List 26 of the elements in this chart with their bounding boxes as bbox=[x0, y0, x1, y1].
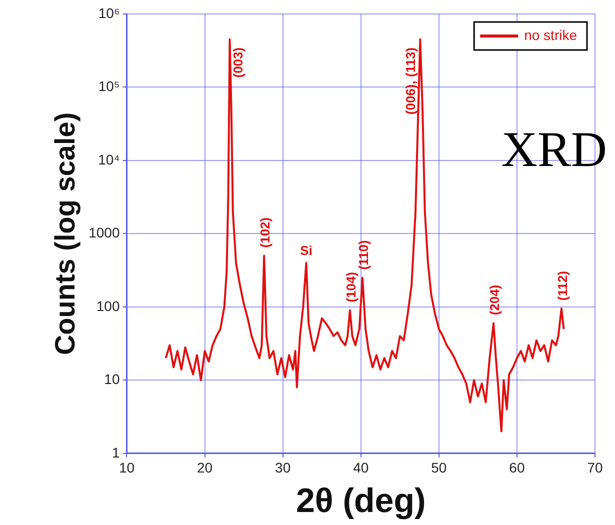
x-axis-title: 2θ (deg) bbox=[296, 482, 426, 520]
x-tick-label: 30 bbox=[275, 460, 291, 476]
x-tick-label: 20 bbox=[197, 460, 213, 476]
y-tick-label: 10⁴ bbox=[98, 151, 120, 168]
y-axis-title: Counts (log scale) bbox=[50, 112, 81, 356]
y-tick-label: 100 bbox=[96, 298, 120, 314]
y-tick-label: 10⁶ bbox=[98, 4, 120, 21]
y-tick-label: 10 bbox=[104, 371, 120, 388]
annotation: (204) bbox=[487, 284, 502, 316]
y-tick-label: 1000 bbox=[88, 224, 120, 241]
annotation: (110) bbox=[356, 240, 372, 270]
x-tick-label: 70 bbox=[587, 460, 603, 476]
annotation: (102) bbox=[258, 217, 273, 248]
annotation: Si bbox=[300, 242, 312, 258]
y-tick-label: 10⁵ bbox=[98, 78, 120, 94]
annotation: (006), (113) bbox=[402, 47, 418, 115]
x-tick-label: 10 bbox=[118, 460, 135, 476]
x-tick-label: 60 bbox=[509, 460, 525, 476]
y-tick-label: 1 bbox=[112, 444, 120, 460]
x-tick-label: 50 bbox=[431, 460, 447, 476]
x-tick-label: 40 bbox=[353, 460, 369, 476]
annotation: (003) bbox=[230, 47, 246, 78]
annotation: (104) bbox=[344, 272, 359, 302]
legend-label: no strike bbox=[524, 26, 578, 43]
annotation: (112) bbox=[555, 270, 570, 301]
annotation: XRD bbox=[501, 120, 607, 178]
